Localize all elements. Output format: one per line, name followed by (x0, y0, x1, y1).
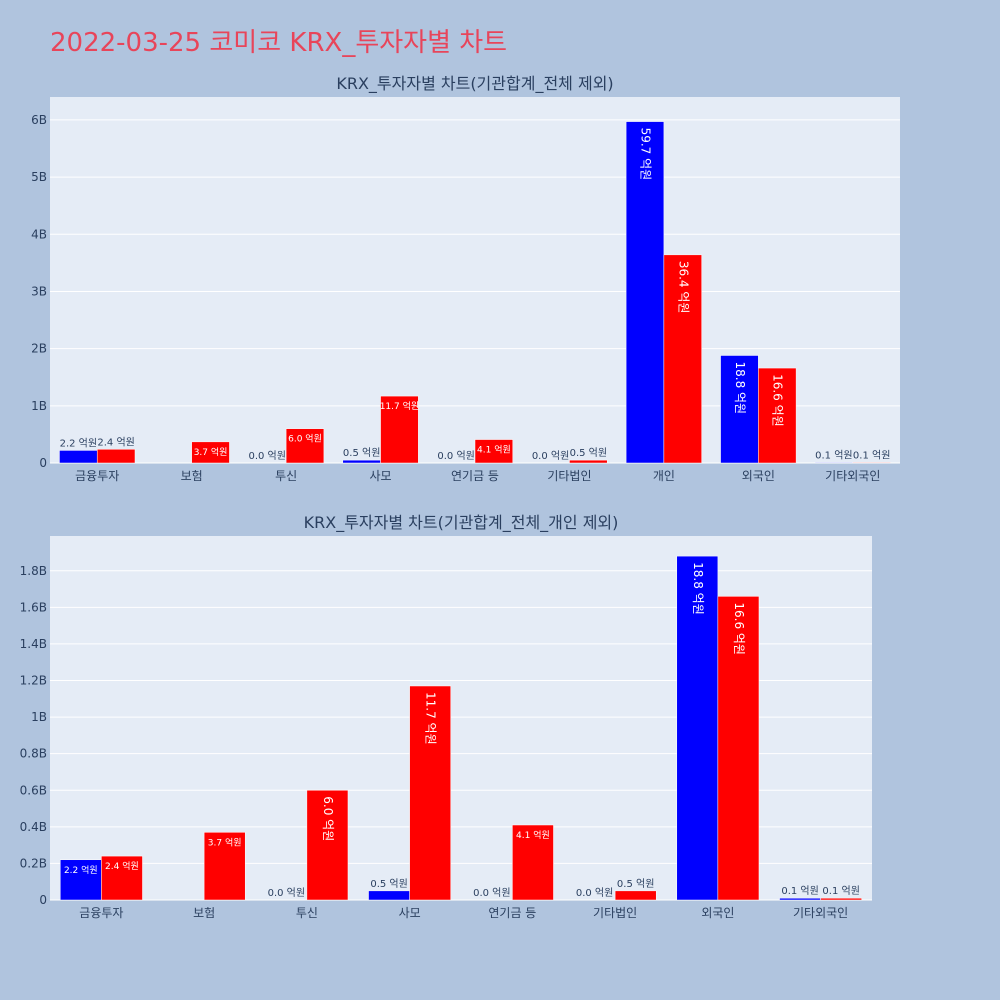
chart1-data-label: 0.0 억원 (532, 450, 569, 462)
chart2-bar-buy (779, 897, 821, 901)
chart2-bar-buy (60, 859, 102, 901)
chart1-data-label: 11.7 억원 (380, 400, 419, 412)
chart2-data-label: 0.1 억원 (781, 885, 818, 897)
chart2-bar-sell (203, 832, 246, 901)
chart1-y-tick-label: 6B (31, 113, 47, 127)
chart1-x-tick-label: 사모 (370, 469, 392, 483)
chart2-data-label: 6.0 억원 (321, 796, 335, 841)
chart2-bar-sell (101, 855, 143, 901)
chart2-bar-sell (512, 824, 554, 901)
chart2-data-label: 2.4 억원 (105, 860, 139, 872)
chart1-y-tick-label: 1B (31, 399, 47, 413)
chart1-bar-buy (814, 462, 854, 464)
chart1-bar-buy (59, 450, 98, 464)
chart2-data-label: 3.7 억원 (208, 836, 242, 848)
chart1-data-label: 2.2 억원 (60, 437, 97, 449)
chart1-bar-sell (191, 441, 230, 464)
chart2-data-label: 4.1 억원 (516, 829, 550, 841)
chart2-y-tick-label: 0.2B (20, 856, 47, 870)
chart2-bar-sell (614, 890, 657, 901)
chart1-data-label: 2.4 억원 (97, 436, 134, 448)
chart2-data-label: 16.6 억원 (732, 602, 746, 655)
chart2-x-tick-label: 외국인 (701, 906, 734, 920)
chart2-x-tick-label: 연기금 등 (488, 906, 536, 920)
chart1-data-label: 0.1 억원 (853, 449, 890, 461)
chart2-data-label: 0.5 억원 (370, 878, 407, 890)
chart2-x-tick-label: 금융투자 (79, 906, 123, 920)
chart1-y-tick-label: 0 (39, 456, 47, 470)
chart1-bar-sell (380, 395, 419, 464)
chart1-x-tick-label: 연기금 등 (451, 469, 499, 483)
chart1-y-tick-label: 2B (31, 342, 47, 356)
chart1-x-tick-label: 개인 (653, 469, 675, 483)
chart1-bar-sell (285, 428, 325, 464)
chart2-data-label: 11.7 억원 (424, 692, 438, 745)
chart2-y-tick-label: 0.4B (20, 820, 47, 834)
chart1-bar-sell (474, 439, 514, 464)
chart2-y-tick-label: 0.8B (20, 747, 47, 761)
chart2-data-label: 0.5 억원 (617, 878, 654, 890)
chart1-data-label: 18.8 억원 (733, 361, 747, 414)
chart2-bar-buy (676, 555, 719, 901)
chart2-y-tick-label: 1B (31, 710, 47, 724)
chart1-x-tick-label: 보험 (181, 469, 203, 483)
chart2-y-tick-label: 1.4B (20, 637, 47, 651)
chart1-data-label: 0.5 억원 (343, 447, 380, 459)
chart1-x-tick-label: 기타외국인 (825, 469, 880, 483)
chart1-x-tick-label: 외국인 (742, 469, 775, 483)
chart1-bar-buy (625, 121, 665, 464)
chart2-y-tick-label: 0.6B (20, 783, 47, 797)
chart2-x-tick-label: 사모 (399, 906, 421, 920)
chart1-bar-buy (342, 459, 381, 464)
chart2-y-tick-label: 1.2B (20, 674, 47, 688)
chart1-title: KRX_투자자별 차트(기관합계_전체 제외) (336, 74, 613, 94)
chart1-bar-buy (720, 355, 759, 464)
chart2-title: KRX_투자자별 차트(기관합계_전체_개인 제외) (304, 513, 619, 533)
chart2-bar-buy (368, 890, 410, 901)
chart1-bar-sell (663, 254, 702, 464)
chart1-data-label: 0.1 억원 (815, 449, 852, 461)
chart1-data-label: 36.4 억원 (676, 261, 690, 314)
chart2-x-tick-label: 보험 (193, 906, 215, 920)
chart1-data-label: 0.5 억원 (570, 447, 607, 459)
chart1-x-tick-label: 기타법인 (547, 469, 591, 483)
chart1-bar-sell (569, 459, 608, 464)
chart2-data-label: 0.0 억원 (268, 887, 305, 899)
chart1-data-label: 4.1 억원 (477, 444, 511, 456)
chart1-data-label: 3.7 억원 (194, 446, 228, 458)
chart2-data-label: 2.2 억원 (64, 864, 98, 876)
chart2-x-tick-label: 투신 (296, 906, 318, 920)
chart1-y-tick-label: 4B (31, 227, 47, 241)
chart2-bar-sell (820, 897, 862, 901)
chart1-bar-sell (852, 462, 891, 464)
chart2-data-label: 0.0 억원 (473, 887, 510, 899)
chart2-data-label: 0.1 억원 (822, 885, 859, 897)
chart2-bar-sell (409, 685, 451, 901)
chart1-bar-sell (96, 449, 136, 464)
chart1-data-label: 6.0 억원 (288, 433, 322, 445)
chart2-y-tick-label: 1.6B (20, 600, 47, 614)
chart1-data-label: 59.7 억원 (639, 128, 653, 181)
chart2-data-label: 18.8 억원 (691, 562, 705, 615)
chart2-bar-sell (717, 596, 760, 901)
chart1-data-label: 0.0 억원 (437, 450, 474, 462)
chart2-y-tick-label: 0 (39, 893, 47, 907)
chart1-y-tick-label: 3B (31, 284, 47, 298)
chart2-x-tick-label: 기타외국인 (793, 906, 848, 920)
chart2-data-label: 0.0 억원 (576, 887, 613, 899)
chart2-y-tick-label: 1.8B (20, 564, 47, 578)
chart1-x-tick-label: 금융투자 (75, 469, 119, 483)
chart2-x-tick-label: 기타법인 (593, 906, 637, 920)
chart1-x-tick-label: 투신 (275, 469, 297, 483)
chart-excluding-individuals: KRX_투자자별 차트(기관합계_전체_개인 제외) 0 0.2B 0.4B 0.6B 0… (20, 513, 872, 920)
page-title: 2022-03-25 코미코 KRX_투자자별 차트 (50, 28, 508, 58)
chart1-data-label: 16.6 억원 (771, 374, 785, 427)
chart1-bar-sell (758, 367, 797, 464)
chart2-bar-sell (306, 790, 349, 901)
chart1-data-label: 0.0 억원 (248, 450, 285, 462)
chart1-y-tick-label: 5B (31, 170, 47, 184)
chart-all-investors: KRX_투자자별 차트(기관합계_전체 제외) 0 1B 2B 3B 4B 5B 6B 금융투자… (31, 74, 900, 483)
